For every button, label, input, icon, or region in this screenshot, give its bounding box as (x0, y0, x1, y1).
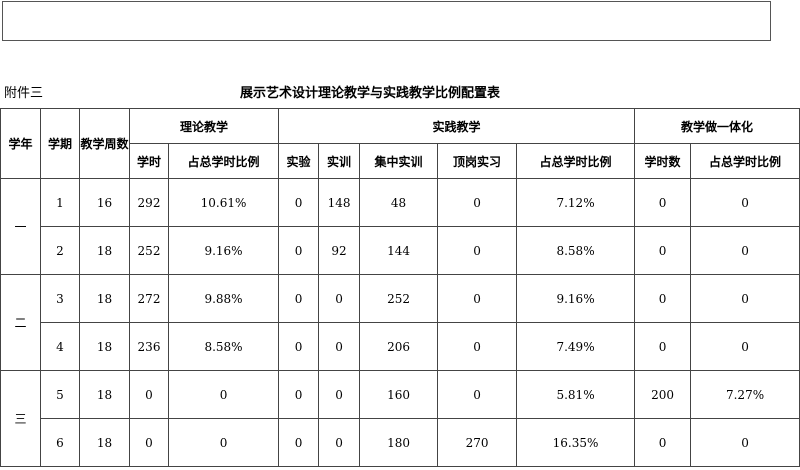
table-cell: 0 (129, 370, 169, 419)
header-int-hours: 学时数 (634, 143, 692, 179)
table-cell: 3 (40, 274, 80, 323)
table-cell: 18 (79, 274, 130, 323)
table-cell: 200 (634, 370, 692, 419)
table-cell: 7.49% (516, 322, 636, 371)
table-cell: 0 (167, 418, 280, 467)
table-cell: 0 (278, 274, 320, 323)
table-cell: 144 (359, 226, 439, 275)
header-training: 实训 (318, 143, 361, 179)
table-cell: 0 (437, 178, 518, 227)
table-cell: 9.16% (516, 274, 636, 323)
table-cell: 18 (79, 370, 130, 419)
table-cell: 0 (318, 418, 361, 467)
table-row: 6 18 0 0 0 0 180 270 16.35% 0 0 (1, 418, 800, 467)
year-cell: 一 (0, 178, 41, 275)
table-row: 4 18 236 8.58% 0 0 206 0 7.49% 0 0 (1, 322, 800, 371)
table-cell: 48 (359, 178, 439, 227)
table-cell: 236 (129, 322, 169, 371)
table-cell: 0 (690, 178, 800, 227)
header-theory-ratio: 占总学时比例 (167, 143, 280, 179)
table-row: 2 18 252 9.16% 0 92 144 0 8.58% 0 0 (1, 226, 800, 275)
table-cell: 0 (318, 274, 361, 323)
table-cell: 0 (690, 226, 800, 275)
header-practice-ratio: 占总学时比例 (516, 143, 636, 179)
table-cell: 0 (278, 178, 320, 227)
header-term: 学期 (40, 108, 80, 179)
table-cell: 272 (129, 274, 169, 323)
table-cell: 0 (278, 370, 320, 419)
table-cell: 7.12% (516, 178, 636, 227)
table-cell: 0 (690, 418, 800, 467)
ratio-table: 学年 学期 教学周数 理论教学 实践教学 教学做一体化 学时 占总学时比例 实验… (0, 108, 800, 467)
header-experiment: 实验 (278, 143, 320, 179)
table-cell: 0 (634, 226, 692, 275)
table-cell: 5 (40, 370, 80, 419)
table-cell: 6 (40, 418, 80, 467)
table-cell: 0 (634, 418, 692, 467)
header-theory: 理论教学 (128, 108, 280, 144)
table-cell: 0 (167, 370, 280, 419)
table-cell: 8.58% (167, 322, 280, 371)
table-cell: 0 (634, 274, 692, 323)
header-integrated: 教学做一体化 (634, 108, 800, 144)
table-cell: 18 (79, 322, 130, 371)
table-cell: 292 (129, 178, 169, 227)
header-practice: 实践教学 (278, 108, 636, 144)
table-cell: 2 (40, 226, 80, 275)
table-cell: 1 (40, 178, 80, 227)
header-year: 学年 (0, 108, 41, 179)
table-cell: 0 (278, 226, 320, 275)
header-int-ratio: 占总学时比例 (690, 143, 800, 179)
table-cell: 0 (634, 178, 692, 227)
table-row: 三 5 18 0 0 0 0 160 0 5.81% 200 7.27% (0, 370, 800, 467)
header-internship: 顶岗实习 (437, 143, 518, 179)
table-cell: 8.58% (516, 226, 636, 275)
year-cell: 二 (0, 274, 41, 371)
header-theory-hours: 学时 (129, 143, 169, 179)
table-cell: 0 (278, 418, 320, 467)
table-cell: 0 (437, 274, 518, 323)
header-concentrated: 集中实训 (359, 143, 439, 179)
annex-label: 附件三 (4, 86, 44, 101)
table-cell: 0 (437, 322, 518, 371)
table-cell: 206 (359, 322, 439, 371)
table-row: 一 1 16 292 10.61% 0 148 48 0 7.12% 0 0 (0, 178, 800, 275)
table-cell: 7.27% (690, 370, 800, 419)
table-cell: 252 (359, 274, 439, 323)
table-cell: 0 (634, 322, 692, 371)
table-cell: 0 (437, 226, 518, 275)
table-cell: 92 (318, 226, 361, 275)
table-cell: 0 (437, 370, 518, 419)
table-cell: 0 (690, 322, 800, 371)
table-title: 展示艺术设计理论教学与实践教学比例配置表 (240, 86, 501, 101)
table-cell: 16.35% (516, 418, 636, 467)
table-cell: 16 (79, 178, 130, 227)
year-cell: 三 (0, 370, 41, 467)
table-row: 二 3 18 272 9.88% 0 0 252 0 9.16% 0 0 (0, 274, 800, 371)
empty-header-box (2, 1, 771, 41)
table-cell: 18 (79, 418, 130, 467)
table-cell: 4 (40, 322, 80, 371)
table-cell: 5.81% (516, 370, 636, 419)
table-cell: 18 (79, 226, 130, 275)
table-cell: 0 (318, 322, 361, 371)
header-weeks: 教学周数 (79, 108, 130, 179)
table-cell: 0 (690, 274, 800, 323)
table-cell: 9.16% (167, 226, 280, 275)
table-cell: 0 (129, 418, 169, 467)
table-cell: 160 (359, 370, 439, 419)
table-cell: 0 (318, 370, 361, 419)
table-cell: 10.61% (167, 178, 280, 227)
table-cell: 148 (318, 178, 361, 227)
table-cell: 9.88% (167, 274, 280, 323)
table-cell: 270 (437, 418, 518, 467)
table-cell: 252 (129, 226, 169, 275)
table-cell: 0 (278, 322, 320, 371)
table-cell: 180 (359, 418, 439, 467)
